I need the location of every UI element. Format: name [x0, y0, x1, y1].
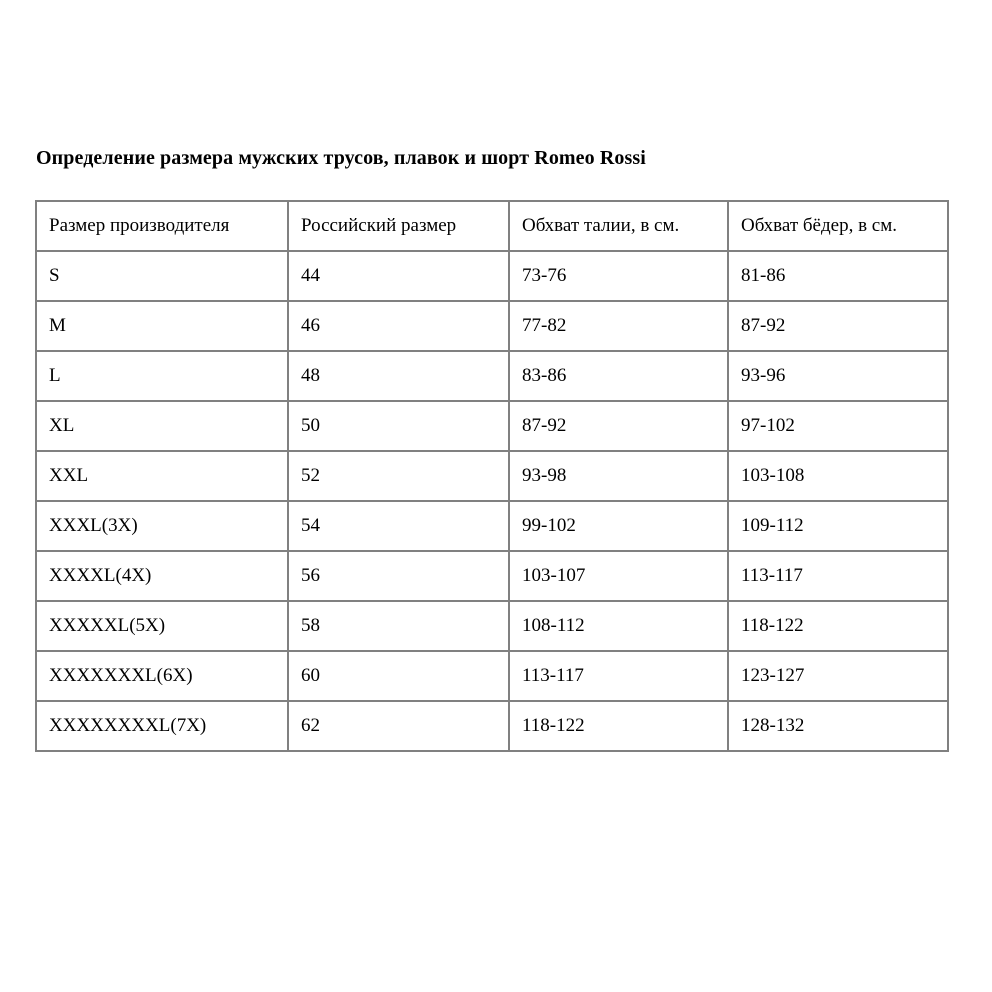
cell-hips: 87-92	[727, 300, 949, 352]
table-row: S 44 73-76 81-86	[35, 250, 949, 302]
cell-waist: 83-86	[508, 350, 729, 402]
table-row: XL 50 87-92 97-102	[35, 400, 949, 452]
cell-russian-size: 54	[287, 500, 510, 552]
cell-manufacturer-size: M	[35, 300, 289, 352]
cell-hips: 97-102	[727, 400, 949, 452]
cell-russian-size: 48	[287, 350, 510, 402]
table-row: XXXL(3X) 54 99-102 109-112	[35, 500, 949, 552]
column-header-manufacturer-size: Размер производителя	[35, 200, 289, 252]
cell-manufacturer-size: XXXXXXXXL(7X)	[35, 700, 289, 752]
cell-hips: 123-127	[727, 650, 949, 702]
table-header: Размер производителя Российский размер О…	[35, 200, 949, 252]
cell-waist: 118-122	[508, 700, 729, 752]
cell-waist: 77-82	[508, 300, 729, 352]
table-body: S 44 73-76 81-86 M 46 77-82 87-92 L 48 8…	[35, 250, 949, 752]
cell-hips: 93-96	[727, 350, 949, 402]
cell-russian-size: 44	[287, 250, 510, 302]
size-table: Размер производителя Российский размер О…	[35, 200, 949, 752]
cell-hips: 103-108	[727, 450, 949, 502]
table-row: L 48 83-86 93-96	[35, 350, 949, 402]
cell-manufacturer-size: XXL	[35, 450, 289, 502]
table-header-row: Размер производителя Российский размер О…	[35, 200, 949, 252]
cell-manufacturer-size: XXXXL(4X)	[35, 550, 289, 602]
table-row: XXL 52 93-98 103-108	[35, 450, 949, 502]
cell-waist: 87-92	[508, 400, 729, 452]
cell-russian-size: 50	[287, 400, 510, 452]
cell-hips: 118-122	[727, 600, 949, 652]
cell-waist: 103-107	[508, 550, 729, 602]
cell-manufacturer-size: L	[35, 350, 289, 402]
cell-russian-size: 60	[287, 650, 510, 702]
cell-hips: 81-86	[727, 250, 949, 302]
cell-manufacturer-size: S	[35, 250, 289, 302]
cell-waist: 93-98	[508, 450, 729, 502]
cell-russian-size: 58	[287, 600, 510, 652]
column-header-hips: Обхват бёдер, в см.	[727, 200, 949, 252]
table-row: XXXXXXXXL(7X) 62 118-122 128-132	[35, 700, 949, 752]
cell-russian-size: 52	[287, 450, 510, 502]
cell-hips: 109-112	[727, 500, 949, 552]
table-row: XXXXXXXL(6X) 60 113-117 123-127	[35, 650, 949, 702]
cell-waist: 108-112	[508, 600, 729, 652]
cell-russian-size: 62	[287, 700, 510, 752]
cell-hips: 113-117	[727, 550, 949, 602]
cell-russian-size: 46	[287, 300, 510, 352]
cell-manufacturer-size: XXXL(3X)	[35, 500, 289, 552]
page-title: Определение размера мужских трусов, плав…	[36, 147, 646, 169]
cell-manufacturer-size: XXXXXL(5X)	[35, 600, 289, 652]
size-table-container: Размер производителя Российский размер О…	[35, 200, 949, 752]
table-row: XXXXXL(5X) 58 108-112 118-122	[35, 600, 949, 652]
cell-manufacturer-size: XXXXXXXL(6X)	[35, 650, 289, 702]
cell-hips: 128-132	[727, 700, 949, 752]
cell-waist: 99-102	[508, 500, 729, 552]
cell-manufacturer-size: XL	[35, 400, 289, 452]
cell-waist: 73-76	[508, 250, 729, 302]
cell-waist: 113-117	[508, 650, 729, 702]
table-row: M 46 77-82 87-92	[35, 300, 949, 352]
cell-russian-size: 56	[287, 550, 510, 602]
column-header-russian-size: Российский размер	[287, 200, 510, 252]
column-header-waist: Обхват талии, в см.	[508, 200, 729, 252]
table-row: XXXXL(4X) 56 103-107 113-117	[35, 550, 949, 602]
